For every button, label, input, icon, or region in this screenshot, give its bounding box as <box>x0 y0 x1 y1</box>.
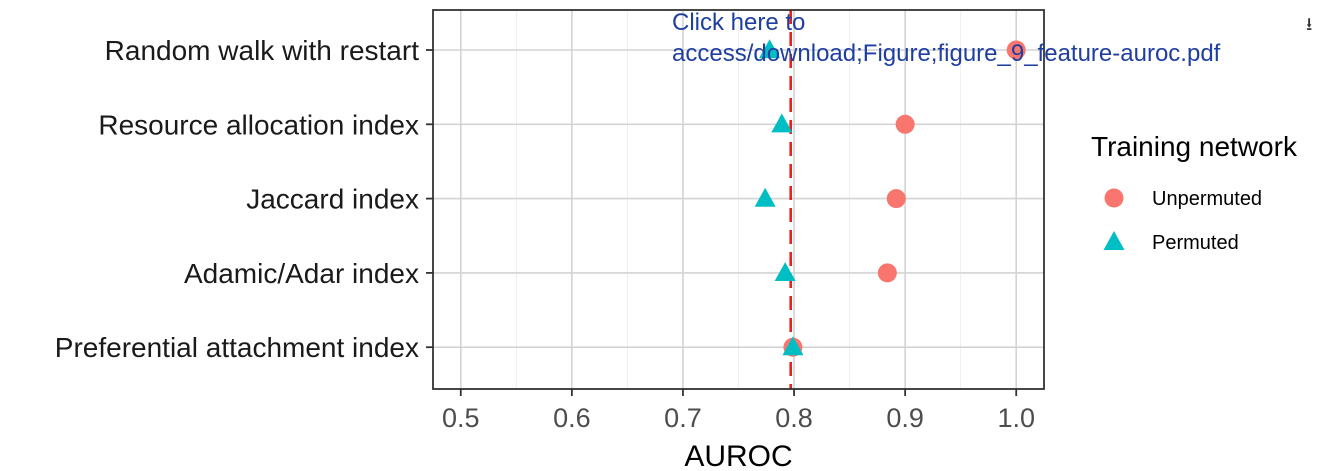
grid-layer <box>433 10 1044 389</box>
point-permuted <box>771 113 793 133</box>
download-link-line2[interactable]: access/download;Figure;figure_9_feature-… <box>672 40 1221 67</box>
y-axis: Random walk with restart Resource allocat… <box>55 35 433 363</box>
points-layer <box>754 39 1026 357</box>
x-tick-label: 0.7 <box>664 403 702 433</box>
x-tick-label: 0.8 <box>775 403 813 433</box>
download-link-line1[interactable]: Click here to <box>672 9 805 36</box>
download-icon[interactable]: ⭳ <box>1306 14 1312 34</box>
y-tick-label: Preferential attachment index <box>55 332 419 363</box>
x-tick-label: 0.6 <box>553 403 591 433</box>
legend-key-permuted <box>1103 231 1125 250</box>
x-axis-title: AUROC <box>684 440 792 471</box>
point-permuted <box>782 336 804 356</box>
point-unpermuted <box>886 189 906 209</box>
legend-items: Unpermuted Permuted <box>1103 188 1262 254</box>
x-tick-label: 0.5 <box>442 403 480 433</box>
download-link[interactable]: Click here to access/download;Figure;fig… <box>672 9 1221 67</box>
y-tick-label: Jaccard index <box>246 184 419 215</box>
legend-key-unpermuted <box>1104 188 1124 208</box>
point-unpermuted <box>877 263 897 283</box>
legend-label: Permuted <box>1152 232 1239 254</box>
x-tick-label: 0.9 <box>886 403 924 433</box>
x-tick-label: 1.0 <box>997 403 1035 433</box>
point-unpermuted <box>895 114 915 134</box>
legend-label: Unpermuted <box>1152 188 1262 210</box>
point-permuted <box>759 39 781 59</box>
y-tick-label: Adamic/Adar index <box>184 258 419 289</box>
point-permuted <box>774 262 796 281</box>
y-tick-label: Random walk with restart <box>105 35 420 66</box>
y-tick-label: Resource allocation index <box>98 109 419 140</box>
legend: Training network Unpermuted Permuted <box>1091 131 1298 254</box>
point-permuted <box>754 187 776 207</box>
point-unpermuted <box>1006 40 1026 60</box>
x-axis: 0.5 0.6 0.7 0.8 0.9 1.0 <box>442 389 1035 433</box>
legend-title: Training network <box>1091 131 1298 162</box>
